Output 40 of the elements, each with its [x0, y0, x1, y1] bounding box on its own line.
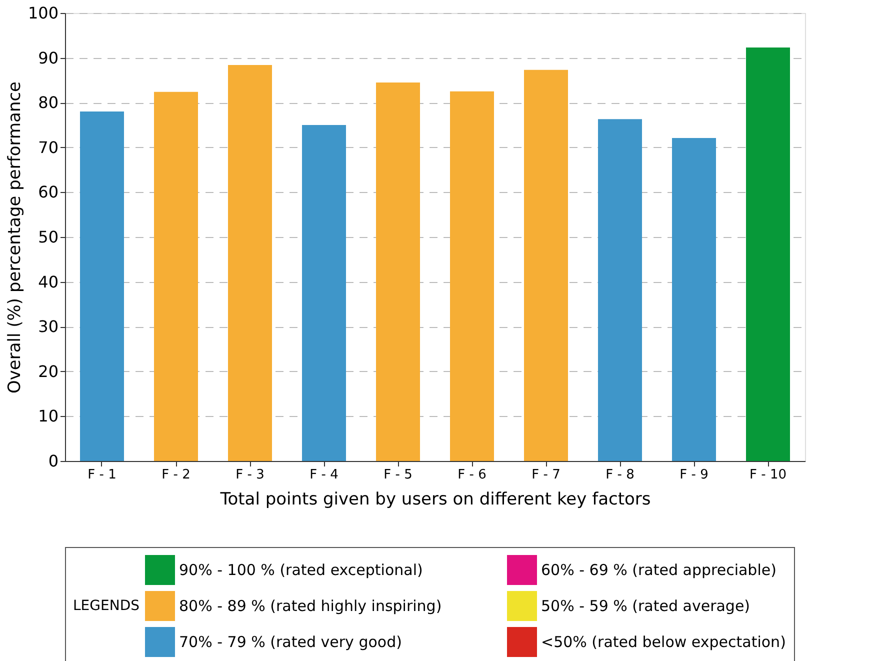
y-tick-label: 80 [38, 93, 58, 112]
legend-label: 80% - 89 % (rated highly inspiring) [179, 597, 442, 615]
x-tick-label: F - 1 [88, 468, 116, 482]
bar [302, 125, 346, 461]
x-tick-label: F - 3 [236, 468, 264, 482]
x-tick-label: F - 8 [606, 468, 634, 482]
x-tick-label: F - 4 [310, 468, 338, 482]
bar [598, 119, 642, 461]
x-tick-label: F - 10 [750, 468, 786, 482]
y-tick-label: 20 [38, 362, 58, 381]
legend-label: <50% (rated below expectation) [541, 633, 786, 651]
bar [672, 138, 716, 461]
y-tick-label: 90 [38, 48, 58, 68]
bar [80, 112, 124, 461]
legend-label: 90% - 100 % (rated exceptional) [179, 561, 423, 579]
bar [376, 82, 420, 461]
bar [524, 70, 568, 461]
y-tick-label: 40 [38, 272, 58, 292]
y-tick-label: 10 [38, 406, 58, 426]
bar [450, 91, 494, 461]
x-tick-label: F - 6 [458, 468, 486, 482]
y-tick-label: 50 [38, 228, 58, 246]
legend-label: 70% - 79 % (rated very good) [179, 633, 402, 651]
bar [154, 92, 198, 461]
x-axis-title: Total points given by users on different key factors [219, 490, 651, 510]
y-tick-label: 60 [38, 182, 58, 202]
bar [746, 47, 790, 461]
x-tick-label: F - 5 [384, 468, 412, 482]
bar [228, 64, 272, 461]
x-tick-label: F - 9 [680, 468, 708, 482]
legend-title: LEGENDS [73, 598, 140, 614]
y-tick-label: 100 [28, 4, 58, 22]
y-tick-label: 0 [48, 452, 58, 470]
x-tick-label: F - 2 [162, 468, 190, 482]
legend-label: 50% - 59 % (rated average) [541, 597, 750, 615]
y-tick-label: 30 [38, 317, 58, 336]
y-tick-label: 70 [38, 138, 58, 157]
x-tick-label: F - 7 [532, 468, 560, 482]
legend-label: 60% - 69 % (rated appreciable) [541, 561, 776, 579]
y-axis-title: Overall (%) percentage performance [4, 81, 25, 394]
